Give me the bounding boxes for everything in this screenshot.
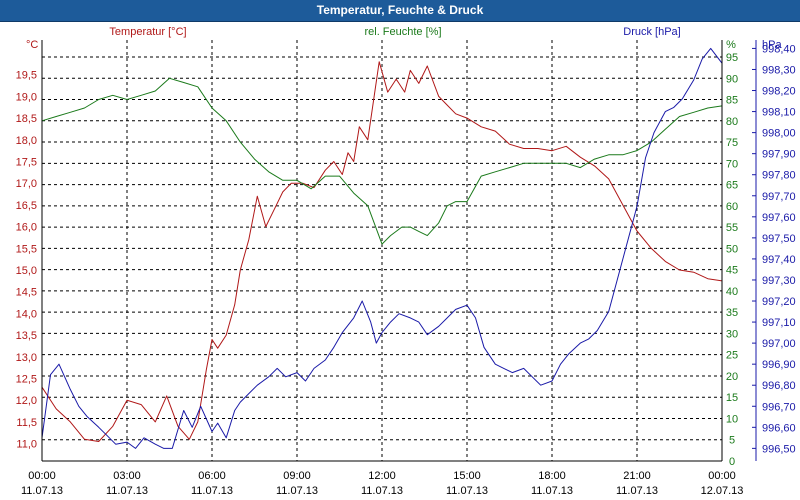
pressure-tick-label: 997,70 (762, 191, 796, 203)
temperature-tick-label: 17,5 (16, 157, 37, 169)
x-tick-time: 18:00 (538, 470, 566, 482)
temperature-tick-label: 19,5 (16, 70, 37, 82)
humidity-line (41, 77, 723, 245)
temperature-tick-label: 18,5 (16, 113, 37, 125)
humidity-tick-label: 15 (726, 392, 738, 404)
x-tick-time: 06:00 (198, 470, 226, 482)
x-tick-date: 11.07.13 (191, 485, 233, 497)
pressure-axis-title: Druck [hPa] (623, 26, 680, 38)
temperature-tick-label: 11,0 (16, 439, 37, 451)
humidity-tick-label: 35 (726, 307, 738, 319)
humidity-tick-label: 55 (726, 222, 738, 234)
humidity-tick-label: 10 (726, 413, 738, 425)
pressure-tick-label: 997,40 (762, 254, 796, 266)
x-tick-date: 11.07.13 (361, 485, 403, 497)
humidity-axis-title: rel. Feuchte [%] (364, 26, 441, 38)
temperature-tick-label: 18,0 (16, 135, 37, 147)
temperature-tick-label: 12,5 (16, 374, 37, 386)
x-tick-time: 09:00 (283, 470, 311, 482)
humidity-tick-label: 85 (726, 95, 738, 107)
x-tick-time: 03:00 (113, 470, 141, 482)
x-tick-date: 11.07.13 (21, 485, 63, 497)
humidity-tick-label: 30 (726, 328, 738, 340)
humidity-axis: % rel. Feuchte [%] 0 5 10 15 20 25 30 35 40 45 50 5… (364, 26, 738, 468)
temperature-tick-label: 11,5 (16, 417, 37, 429)
pressure-tick-label: 997,90 (762, 149, 796, 161)
x-tick-time: 12:00 (368, 470, 396, 482)
pressure-tick-label: 997,80 (762, 170, 796, 182)
time-axis: 00:00 11.07.13 03:00 11.07.13 06:00 11.07.13 0… (21, 470, 743, 497)
temperature-tick-label: 17,0 (16, 178, 37, 190)
pressure-tick-label: 997,00 (762, 338, 796, 350)
grid (42, 40, 722, 461)
humidity-tick-label: 60 (726, 201, 738, 213)
temperature-tick-label: 15,5 (16, 243, 37, 255)
temperature-tick-label: 16,5 (16, 200, 37, 212)
humidity-tick-label: 50 (726, 243, 738, 255)
plot-frame (41, 40, 723, 462)
temperature-axis-title: Temperatur [°C] (109, 26, 186, 38)
humidity-tick-label: 80 (726, 116, 738, 128)
humidity-unit-label: % (726, 39, 736, 51)
x-tick-date: 12.07.13 (701, 485, 744, 497)
pressure-tick-label: 996,90 (762, 359, 796, 371)
pressure-tick-label: 996,70 (762, 401, 796, 413)
humidity-tick-label: 45 (726, 265, 738, 277)
humidity-tick-label: 70 (726, 158, 738, 170)
humidity-tick-label: 0 (729, 456, 735, 468)
pressure-tick-label: 997,30 (762, 275, 796, 287)
pressure-tick-label: 997,20 (762, 296, 796, 308)
humidity-tick-label: 20 (726, 371, 738, 383)
temperature-tick-label: 14,5 (16, 287, 37, 299)
temperature-tick-label: 12,0 (16, 395, 37, 407)
x-tick-time: 00:00 (708, 470, 736, 482)
temperature-tick-label: 13,0 (16, 352, 37, 364)
pressure-tick-label: 998,00 (762, 128, 796, 140)
x-tick-date: 11.07.13 (531, 485, 573, 497)
window-title: Temperatur, Feuchte & Druck (316, 3, 484, 17)
temperature-axis: °C Temperatur [°C] 11,0 11,5 12,0 12,5 13,0 1… (16, 26, 187, 451)
x-tick-date: 11.07.13 (276, 485, 318, 497)
pressure-tick-label: 998,30 (762, 64, 796, 76)
pressure-tick-label: 998,40 (762, 43, 796, 55)
pressure-axis: hPa Druck [hPa] 996,50 996,60 996,70 996,80… (623, 26, 796, 461)
humidity-tick-label: 65 (726, 180, 738, 192)
temperature-unit-label: °C (26, 39, 38, 51)
temperature-tick-label: 19,0 (16, 91, 37, 103)
humidity-tick-label: 75 (726, 137, 738, 149)
pressure-tick-label: 996,80 (762, 380, 796, 392)
pressure-tick-label: 998,20 (762, 86, 796, 98)
temperature-tick-label: 14,0 (16, 308, 37, 320)
temperature-tick-label: 13,5 (16, 330, 37, 342)
x-tick-date: 11.07.13 (106, 485, 148, 497)
humidity-tick-label: 5 (729, 435, 735, 447)
temperature-tick-label: 15,0 (16, 265, 37, 277)
humidity-tick-label: 95 (726, 52, 738, 64)
humidity-tick-label: 40 (726, 286, 738, 298)
pressure-line (41, 47, 723, 449)
x-tick-time: 21:00 (623, 470, 651, 482)
temperature-line (41, 61, 723, 442)
x-tick-time: 15:00 (453, 470, 481, 482)
pressure-tick-label: 998,10 (762, 107, 796, 119)
pressure-tick-label: 997,10 (762, 317, 796, 329)
pressure-tick-label: 996,60 (762, 422, 796, 434)
title-bar: Temperatur, Feuchte & Druck (0, 0, 800, 22)
humidity-tick-label: 90 (726, 73, 738, 85)
humidity-tick-label: 25 (726, 350, 738, 362)
x-tick-date: 11.07.13 (616, 485, 658, 497)
x-tick-time: 00:00 (28, 470, 56, 482)
series-layer (41, 47, 723, 449)
pressure-tick-label: 996,50 (762, 443, 796, 455)
temperature-tick-label: 16,0 (16, 222, 37, 234)
pressure-tick-label: 997,60 (762, 212, 796, 224)
x-tick-date: 11.07.13 (446, 485, 488, 497)
pressure-unit-label: hPa (762, 39, 782, 51)
pressure-tick-label: 997,50 (762, 233, 796, 245)
